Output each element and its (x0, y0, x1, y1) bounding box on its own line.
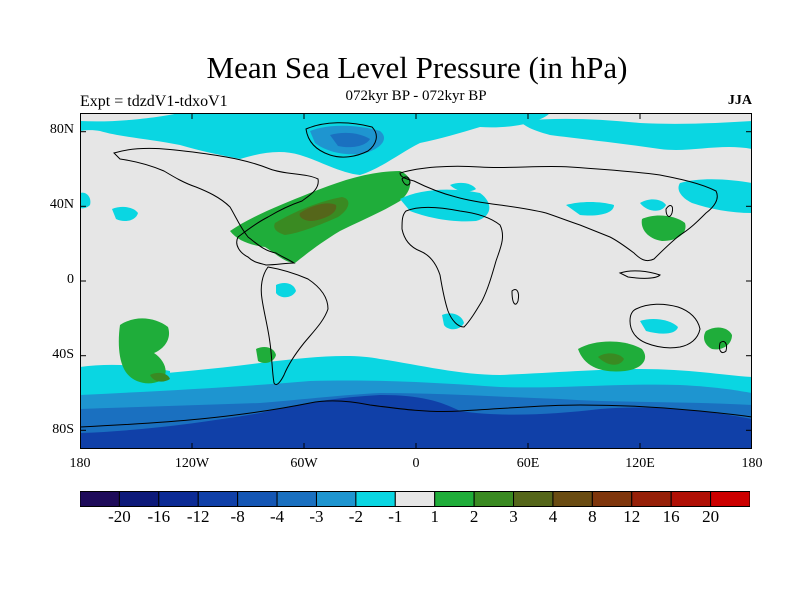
colorbar-label: -1 (388, 507, 403, 526)
lon-tick-60w: 60W (290, 456, 318, 471)
season-label: JJA (727, 93, 752, 108)
colorbar-label: -2 (348, 507, 363, 526)
eurasia-coast (399, 165, 718, 262)
arabia-cyan (566, 202, 614, 216)
south-america-coast (260, 266, 329, 386)
experiment-label: Expt = tdzdV1-tdxoV1 (80, 93, 228, 110)
chart-title: Mean Sea Level Pressure (in hPa) (206, 50, 628, 85)
colorbar-swatch (80, 491, 120, 507)
greenland-midblue (330, 132, 370, 148)
colorbar-swatch (237, 491, 278, 507)
colorbar-swatch (670, 491, 712, 507)
colorbar-swatch (276, 491, 317, 507)
colorbar-swatch (473, 491, 515, 507)
colorbar-label: 4 (548, 507, 558, 526)
arctic-cyan-right (520, 118, 752, 150)
tasman-green (704, 327, 732, 350)
lat-tick-40n: 40N (49, 197, 74, 212)
africa-coast (401, 206, 503, 328)
east-pacific-cyan (112, 206, 138, 221)
new-zealand-cyan (640, 319, 678, 334)
colorbar-label: -4 (269, 507, 285, 526)
lon-tick-120w: 120W (174, 456, 210, 471)
west-africa-cyan (80, 192, 91, 209)
lat-tick-0: 0 (67, 272, 74, 287)
colorbar-swatch (513, 491, 554, 507)
colorbar-label: -12 (186, 507, 210, 526)
coastlines (80, 122, 752, 428)
japan-coast (665, 205, 673, 217)
colorbar-label: -8 (230, 507, 245, 526)
arctic-cyan-band (80, 113, 550, 175)
pressure-map (80, 113, 752, 449)
lat-tick-40s: 40S (52, 347, 74, 362)
colorbar-label: -3 (309, 507, 324, 526)
colorbar-swatch (591, 491, 633, 507)
lon-tick-120e: 120E (625, 456, 655, 471)
colorbar-label: 16 (662, 507, 680, 526)
colorbar-swatch (710, 491, 750, 507)
antarctic-darkblue (80, 395, 752, 449)
colorbar-label: 2 (469, 507, 479, 526)
north-pacific-cyan (678, 179, 752, 213)
lon-tick-180e: 180 (741, 456, 763, 471)
indian-ocean-green-dark (598, 353, 624, 365)
lat-tick-80s: 80S (52, 422, 74, 437)
colorbar-label: 20 (702, 507, 720, 526)
japan-cyan (640, 199, 666, 211)
colorbar-swatch (355, 491, 396, 507)
colorbar-swatch (118, 491, 160, 507)
colorbar-swatch (158, 491, 199, 507)
colorbar-label: 8 (588, 507, 597, 526)
colorbar-label: 1 (430, 507, 439, 526)
europe-cyan (400, 189, 490, 222)
colorbar-swatch (552, 491, 593, 507)
north-america-coast (113, 147, 319, 266)
new-zealand-coast (719, 340, 727, 354)
antarctica-coast (80, 400, 752, 428)
atlantic-center-brown (299, 203, 337, 221)
lat-tick-80n: 80N (49, 122, 74, 137)
british-isles-coast (401, 176, 411, 186)
colorbar-label: 3 (509, 507, 518, 526)
colorbar-swatch (434, 491, 475, 507)
colorbar-swatch (197, 491, 239, 507)
colorbar-label: -16 (147, 507, 171, 526)
lon-tick-0: 0 (412, 456, 420, 471)
south-pacific-green (118, 318, 170, 384)
colorbar-swatch (315, 491, 357, 507)
madagascar-coast (511, 288, 519, 305)
colorbar-label: 12 (623, 507, 641, 526)
brazil-cyan (276, 283, 296, 298)
pacific-green-north (641, 215, 686, 241)
lon-tick-180w: 180 (69, 456, 91, 471)
colorbar-swatch (631, 491, 672, 507)
mediterranean-cyan (450, 182, 476, 192)
colorbar (80, 491, 750, 507)
lon-tick-60e: 60E (516, 456, 540, 471)
south-pacific-green-dark (150, 372, 170, 382)
chart-subtitle: 072kyr BP - 072kyr BP (345, 88, 487, 104)
indonesia-coast (618, 270, 661, 279)
greenland-coast (305, 122, 377, 158)
tick-marks (80, 113, 752, 449)
colorbar-swatch (394, 491, 436, 507)
australia-coast (629, 303, 701, 349)
colorbar-label: -20 (108, 507, 131, 526)
